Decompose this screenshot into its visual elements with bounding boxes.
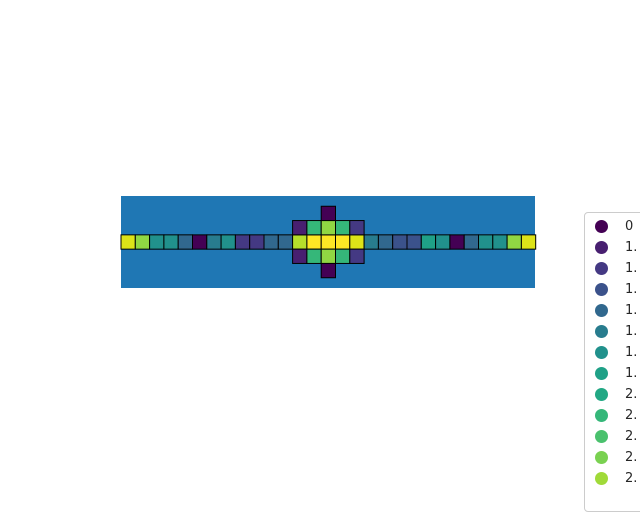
heatmap-cell [320,248,337,264]
legend-label: 1. [625,239,638,255]
legend-entry: 1. [595,342,637,362]
heatmap-cell [335,248,351,264]
heatmap-cell [149,234,165,250]
heatmap-cell [192,234,208,250]
heatmap-cell [520,234,537,250]
legend-entry: 1. [595,258,637,278]
heatmap-cell [320,220,337,236]
legend-label: 1. [625,260,638,276]
heatmap-cell [220,234,236,250]
legend-marker-icon [595,471,608,485]
legend-marker-icon [595,324,608,338]
legend-label: 1. [625,302,638,318]
legend-entry: 1. [595,363,637,383]
legend-marker-icon [595,240,608,254]
heatmap-cell [506,234,522,250]
heatmap-cell [335,220,351,236]
heatmap-cell [177,234,193,250]
heatmap-plot [120,196,537,288]
legend-entry: 2. [595,405,637,425]
legend-entry: 1. [595,321,637,341]
heatmap-cell [292,248,308,264]
heatmap-cell [492,234,508,250]
heatmap-cell [306,248,322,264]
heatmap-cell [349,220,365,236]
legend-entry: 1. [595,300,637,320]
legend-entry: 2. [595,468,637,488]
legend-marker-icon [595,261,608,275]
heatmap-cell [435,234,451,250]
heatmap-cell [163,234,179,250]
legend-marker-icon [595,366,608,380]
heatmap-cell [406,234,422,250]
legend-entry: 2. [595,447,637,467]
legend-entry: 2. [595,384,637,404]
cell-grid [120,205,537,279]
heatmap-cell [449,234,465,250]
legend-label: 1. [625,281,638,297]
heatmap-cell [349,234,365,250]
legend-label: 2. [625,407,638,423]
heatmap-cell [277,234,294,250]
legend: 0 1. 1. 1. 1. 1. 1. 1. 2. 2. 2. 2. 2. [584,212,640,512]
legend-entry: 1. [595,237,637,257]
legend-label: 2. [625,449,638,465]
heatmap-cell [392,234,408,250]
legend-marker-icon [595,303,608,317]
heatmap-cell [463,234,480,250]
heatmap-cell [478,234,494,250]
heatmap-cell [349,248,365,264]
heatmap-cell [249,234,265,250]
heatmap-cell [320,205,337,222]
heatmap-cell [263,234,279,250]
heatmap-cell [377,234,394,250]
legend-marker-icon [595,219,608,233]
legend-entry: 0 [595,216,633,236]
heatmap-cell [134,234,151,250]
legend-entry: 2. [595,426,637,446]
legend-marker-icon [595,345,608,359]
legend-marker-icon [595,408,608,422]
heatmap-cell [206,234,222,250]
legend-marker-icon [595,387,608,401]
legend-label: 1. [625,344,638,360]
legend-label: 0 [625,218,634,234]
heatmap-cell [420,234,437,250]
heatmap-cell [363,234,379,250]
heatmap-cell [306,234,322,250]
heatmap-cell [120,234,136,250]
legend-label: 1. [625,365,638,381]
legend-label: 1. [625,323,638,339]
heatmap-cell [292,220,308,236]
legend-label: 2. [625,470,638,486]
heatmap-cell [320,234,337,250]
heatmap-cell [234,234,251,250]
heatmap-cell [320,262,337,279]
legend-marker-icon [595,429,608,443]
heatmap-cell [306,220,322,236]
heatmap-cell [335,234,351,250]
legend-entry: 1. [595,279,637,299]
legend-marker-icon [595,450,608,464]
legend-marker-icon [595,282,608,296]
heatmap-cell [292,234,308,250]
legend-label: 2. [625,386,638,402]
legend-label: 2. [625,428,638,444]
